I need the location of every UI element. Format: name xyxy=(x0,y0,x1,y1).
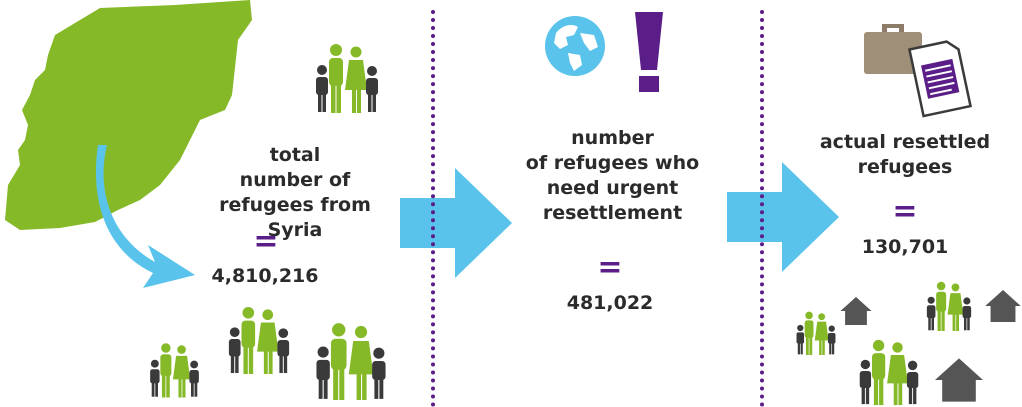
section-2-label: number of refugees who need urgent reset… xyxy=(500,126,725,226)
label-line: need urgent xyxy=(546,177,679,199)
divider xyxy=(760,10,764,407)
family-icon xyxy=(926,281,972,331)
globe-icon xyxy=(545,16,605,76)
label-line: total xyxy=(269,144,321,166)
label-line: number of xyxy=(239,169,351,191)
curved-arrow xyxy=(95,145,195,288)
section-2-equals: = xyxy=(597,250,622,285)
section-2-value: 481,022 xyxy=(566,292,654,314)
family-icon xyxy=(228,306,290,374)
document-icon xyxy=(907,40,973,118)
label-line: refugees xyxy=(857,156,953,178)
family-icon xyxy=(859,339,919,406)
house-icon xyxy=(840,297,872,325)
family-icon xyxy=(316,323,386,400)
family-icon xyxy=(796,311,836,355)
arrow-right xyxy=(400,168,512,278)
section-3-equals: = xyxy=(892,194,917,229)
label-line: resettlement xyxy=(542,202,683,224)
family-icon xyxy=(316,44,378,113)
family-icon xyxy=(150,343,199,398)
label-line: of refugees who xyxy=(525,152,700,174)
house-icon xyxy=(935,358,983,402)
label-line: refugees from Syria xyxy=(219,194,371,241)
section-3-label: actual resettled refugees xyxy=(800,130,1010,180)
syria-map xyxy=(5,0,252,230)
briefcase-icon xyxy=(864,24,922,74)
section-1-label: total number of refugees from Syria xyxy=(190,143,400,243)
section-3-value: 130,701 xyxy=(861,236,949,258)
arrow-right xyxy=(727,162,839,272)
exclamation-icon xyxy=(635,12,663,92)
section-1-equals: = xyxy=(253,224,278,259)
section-1-value: 4,810,216 xyxy=(211,265,319,287)
house-icon xyxy=(985,290,1021,322)
divider xyxy=(431,10,435,407)
label-line: number xyxy=(571,127,654,149)
label-line: actual resettled xyxy=(819,131,991,153)
